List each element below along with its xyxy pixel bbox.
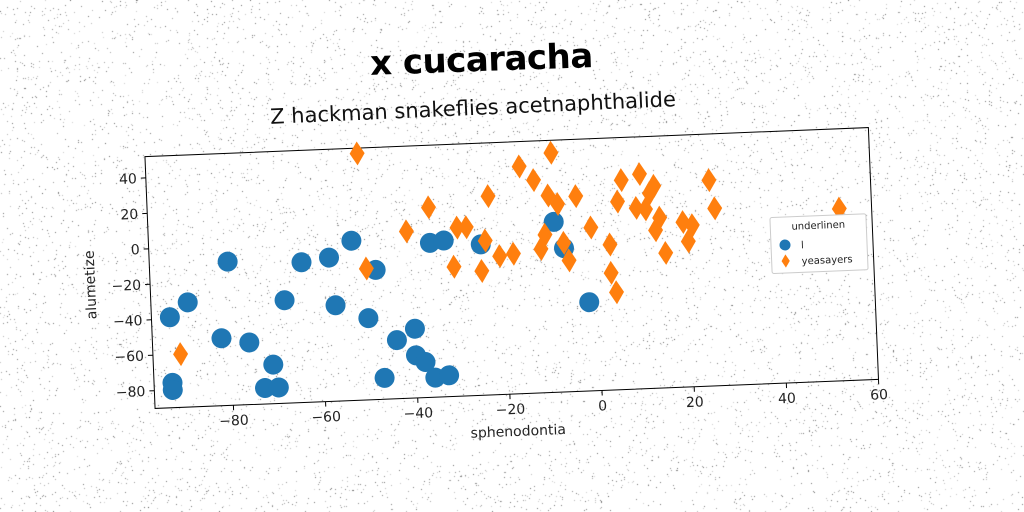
x-tick-label: 40: [778, 391, 796, 408]
scatter-point-circle: [325, 295, 346, 316]
scatter-point-diamond: [652, 205, 668, 230]
scatter-point-diamond: [477, 228, 493, 253]
scatter-point-circle: [319, 247, 340, 268]
scatter-point-circle: [268, 377, 289, 398]
scatter-point-diamond: [658, 240, 674, 265]
scatter-point-circle: [217, 251, 238, 272]
x-tick-label: 60: [870, 387, 888, 404]
scatter-point-diamond: [646, 173, 662, 198]
scatter-point-diamond: [638, 197, 654, 222]
scatter-point-circle: [177, 292, 198, 313]
scatter-point-diamond: [568, 184, 584, 209]
scatter-point-diamond: [458, 215, 474, 240]
x-tick-label: 20: [686, 394, 704, 411]
y-tick-label: −60: [114, 349, 144, 366]
x-tick-label: −40: [403, 405, 433, 422]
scatter-point-diamond: [707, 196, 723, 221]
x-tick-label: −80: [219, 413, 249, 430]
scatter-point-circle: [291, 252, 312, 273]
y-tick-label: 40: [119, 171, 137, 188]
data-points: [159, 140, 847, 400]
scatter-point-diamond: [550, 192, 566, 216]
x-tick-label: −20: [495, 402, 525, 419]
scatter-point-diamond: [492, 244, 508, 269]
scatter-point-diamond: [603, 260, 619, 285]
scatter-point-circle: [341, 230, 362, 251]
legend-label: yeasayers: [801, 254, 852, 267]
x-tick-label: 0: [598, 398, 608, 414]
scatter-point-circle: [239, 332, 260, 353]
scatter-point-circle: [263, 354, 284, 375]
scatter-point-circle: [374, 367, 395, 388]
scatter-point-diamond: [628, 195, 644, 220]
scatter-point-diamond: [610, 189, 626, 214]
legend-marker: [779, 239, 791, 251]
scatter-point-diamond: [556, 230, 572, 255]
scatter-point-diamond: [684, 213, 700, 238]
legend-box: [769, 213, 869, 274]
scatter-point-diamond: [680, 229, 696, 254]
scatter-point-diamond: [398, 219, 414, 244]
scatter-point-diamond: [446, 254, 462, 279]
scatter-point-diamond: [641, 181, 657, 206]
scatter-point-diamond: [526, 168, 542, 193]
scatter-point-diamond: [173, 342, 189, 367]
legend-label: l: [801, 240, 804, 251]
x-axis-label: sphenodontia: [470, 422, 566, 442]
scatter-point-circle: [386, 330, 407, 351]
scatter-point-circle: [579, 292, 600, 313]
scatter-point-diamond: [505, 241, 521, 266]
scatter-point-diamond: [511, 154, 527, 179]
axis-ticks: −80 −60 −40 −20 0 20 40 60 −80 −60 −40 −20 0 20 40: [111, 171, 888, 430]
legend-title: underlinen: [791, 220, 845, 233]
scatter-point-diamond: [349, 141, 365, 166]
scatter-point-circle: [358, 308, 379, 329]
scatter-point-diamond: [609, 280, 625, 305]
y-tick-label: −80: [116, 384, 146, 401]
y-tick-label: 20: [120, 207, 138, 224]
scatter-point-diamond: [613, 168, 629, 193]
scatter-point-diamond: [602, 232, 618, 257]
scatter-point-diamond: [533, 237, 549, 262]
axes-frame: [144, 127, 880, 409]
scatter-point-diamond: [701, 168, 717, 193]
scatter-point-diamond: [648, 218, 664, 243]
scatter-point-diamond: [537, 222, 553, 247]
scatter-point-diamond: [449, 215, 465, 240]
scatter-point-circle: [274, 290, 295, 311]
scatter-point-circle: [415, 352, 436, 373]
scatter-point-diamond: [583, 215, 599, 240]
x-tick-label: −60: [311, 409, 341, 426]
scatter-point-diamond: [631, 162, 647, 187]
scatter-point-circle: [439, 365, 460, 386]
y-tick-label: 0: [130, 242, 140, 258]
scatter-point-diamond: [561, 248, 577, 273]
plot-group: −80 −60 −40 −20 0 20 40 60 −80 −60 −40 −20 0 20 40 sph…: [82, 127, 888, 442]
y-tick-label: −40: [113, 313, 143, 330]
scatter-point-circle: [159, 307, 180, 328]
scatter-point-circle: [433, 230, 454, 251]
scatter-point-diamond: [358, 256, 374, 281]
scatter-point-diamond: [421, 195, 437, 220]
legend-items: l yeasayers: [779, 239, 853, 268]
scatter-point-circle: [543, 211, 564, 232]
scatter-point-diamond: [480, 184, 496, 209]
y-axis-label: alumetize: [82, 250, 101, 320]
legend[interactable]: underlinen l yeasayers: [769, 213, 869, 274]
legend-marker: [781, 254, 790, 268]
scatter-point-diamond: [474, 258, 490, 283]
scatter-point-diamond: [543, 140, 559, 165]
scatter-point-circle: [162, 379, 183, 400]
y-tick-label: −20: [111, 278, 141, 295]
scatter-point-circle: [211, 328, 232, 349]
scatter-point-circle: [404, 318, 425, 339]
